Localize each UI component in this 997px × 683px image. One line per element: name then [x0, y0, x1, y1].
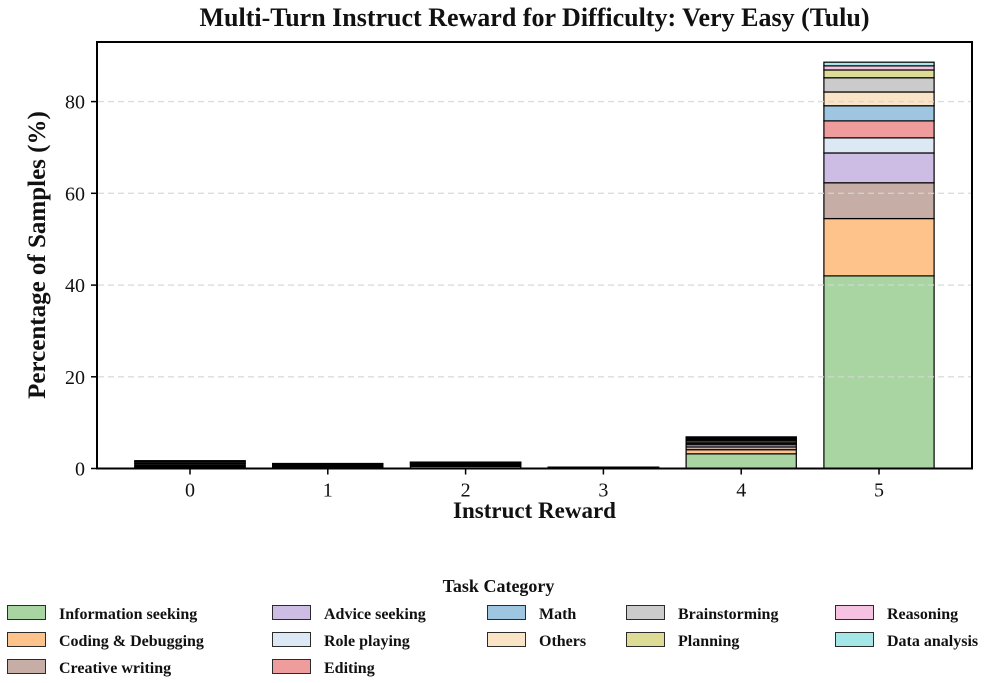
bar-segment-advice-seeking-x5: [823, 152, 935, 184]
legend-swatch-others: [487, 632, 526, 647]
legend-label-information-seeking: Information seeking: [59, 606, 198, 623]
legend-swatch-reasoning: [835, 605, 874, 620]
bar-segment-coding-debugging-x4: [685, 449, 797, 455]
legend-swatch-editing: [272, 659, 311, 674]
x-tick-label-0: 0: [185, 480, 195, 502]
x-tick-label-3: 3: [598, 480, 608, 502]
x-tick-label-2: 2: [461, 480, 471, 502]
legend-swatch-planning: [626, 632, 665, 647]
legend-label-data-analysis: Data analysis: [887, 633, 979, 650]
legend-swatch-math: [487, 605, 526, 620]
legend-label-creative-writing: Creative writing: [59, 660, 172, 677]
legend-item-brainstorming: Brainstorming: [626, 605, 778, 625]
x-tick-label-5: 5: [874, 480, 884, 502]
legend-swatch-information-seeking: [7, 605, 46, 620]
legend-item-role-playing: Role playing: [272, 632, 410, 652]
legend-item-coding-debugging: Coding & Debugging: [7, 632, 204, 652]
legend-item-advice-seeking: Advice seeking: [272, 605, 426, 625]
bar-segment-role-playing-x5: [823, 137, 935, 154]
bar-segment-data-analysis-x5: [823, 61, 935, 67]
plot-box: [96, 41, 973, 470]
bar-segment-reasoning-x5: [823, 65, 935, 71]
bar-segment-math-x5: [823, 105, 935, 122]
bar-segment-planning-x5: [823, 69, 935, 79]
legend-swatch-brainstorming: [626, 605, 665, 620]
legend-item-information-seeking: Information seeking: [7, 605, 197, 625]
legend-label-editing: Editing: [324, 660, 375, 677]
legend-label-others: Others: [539, 633, 587, 650]
bar-segment-coding-debugging-x5: [823, 217, 935, 277]
x-tick-label-1: 1: [323, 480, 333, 502]
x-axis-label: Instruct Reward: [453, 498, 616, 523]
legend-title: Task Category: [442, 576, 555, 596]
legend-item-planning: Planning: [626, 632, 739, 652]
legend-swatch-creative-writing: [7, 659, 46, 674]
legend-swatch-coding-debugging: [7, 632, 46, 647]
bar-segment-information-seeking-x5: [823, 275, 935, 470]
legend-label-advice-seeking: Advice seeking: [324, 606, 426, 623]
y-tick-label-80: 80: [65, 92, 85, 114]
legend-label-role-playing: Role playing: [324, 633, 410, 650]
legend-label-brainstorming: Brainstorming: [678, 606, 779, 623]
bar-segment-information-seeking-x4: [685, 453, 797, 470]
bar-segment-brainstorming-x5: [823, 77, 935, 93]
legend-swatch-role-playing: [272, 632, 311, 647]
bar-segment-editing-x5: [823, 120, 935, 139]
legend-item-editing: Editing: [272, 659, 375, 679]
bar-segment-creative-writing-x5: [823, 182, 935, 220]
legend-label-reasoning: Reasoning: [887, 606, 959, 623]
legend-label-planning: Planning: [678, 633, 740, 650]
chart-title: Multi-Turn Instruct Reward for Difficult…: [199, 3, 870, 32]
y-tick-label-40: 40: [65, 275, 85, 297]
y-tick-label-20: 20: [65, 367, 85, 389]
legend-swatch-data-analysis: [835, 632, 874, 647]
bar-segment-others-x5: [823, 91, 935, 107]
legend-item-reasoning: Reasoning: [835, 605, 958, 625]
y-tick-label-60: 60: [65, 183, 85, 205]
legend-label-coding-debugging: Coding & Debugging: [59, 633, 204, 650]
legend-item-others: Others: [487, 632, 586, 652]
legend-swatch-advice-seeking: [272, 605, 311, 620]
legend-item-data-analysis: Data analysis: [835, 632, 978, 652]
y-tick-label-0: 0: [75, 459, 85, 481]
legend-label-math: Math: [539, 606, 577, 623]
x-tick-label-4: 4: [736, 480, 746, 502]
plot-area: 0 20 40 60 80 0 1 2 3 4 5: [65, 41, 973, 502]
legend-item-creative-writing: Creative writing: [7, 659, 171, 679]
legend-item-math: Math: [487, 605, 576, 625]
